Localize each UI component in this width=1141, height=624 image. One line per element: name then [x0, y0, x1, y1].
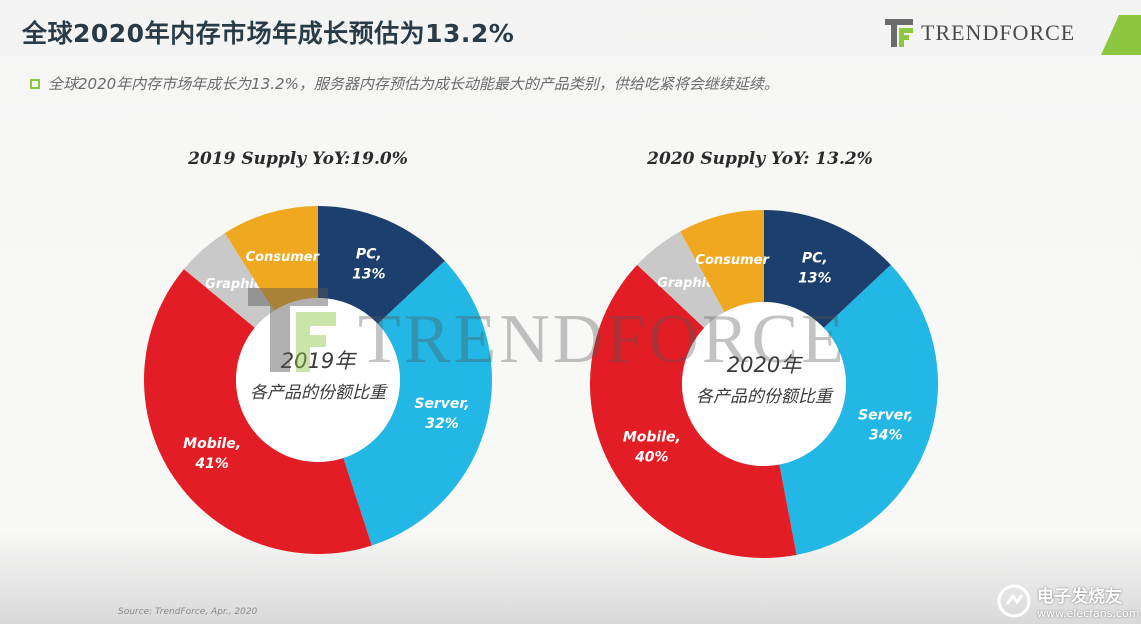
- slice-mobile-2020: [590, 264, 797, 558]
- trendforce-logo-icon: [885, 19, 913, 47]
- green-corner-decoration: [1101, 15, 1141, 55]
- elecfans-brand: 电子发烧友 www.elecfans.com: [997, 582, 1139, 620]
- slice-label-mobile: Mobile,: [183, 436, 241, 452]
- center-sub-label: 各产品的份额比重: [250, 383, 388, 403]
- bullet-icon: [30, 78, 40, 89]
- slice-consumer-2020: [680, 210, 764, 313]
- slice-mobile-2019: [144, 269, 372, 554]
- slice-label-graphic: Graphic: [657, 276, 714, 291]
- slice-label-graphic: Graphic: [205, 277, 262, 292]
- slice-value-mobile: 41%: [194, 456, 229, 472]
- center-sub-label: 各产品的份额比重: [696, 387, 834, 407]
- subtitle: 全球2020年内存市场年成长为13.2%，服务器内存预估为成长动能最大的产品类别…: [30, 73, 779, 94]
- donut-center: [682, 302, 846, 466]
- slice-label-pc: PC,: [802, 251, 828, 267]
- center-year-label: 2020年: [727, 353, 803, 377]
- donut-center: [236, 298, 400, 462]
- slice-value-server: 32%: [425, 416, 459, 432]
- slice-label-consumer: Consumer: [695, 253, 770, 268]
- slice-value-pc: 13%: [798, 271, 832, 287]
- slice-value-mobile: 40%: [634, 450, 669, 466]
- slice-label-pc: PC,: [356, 247, 382, 263]
- source-note: Source: TrendForce, Apr., 2020: [118, 607, 258, 617]
- chart-title-2020: 2020 Supply YoY: 13.2%: [647, 149, 873, 169]
- trendforce-logo: TRENDFORCE: [885, 18, 1075, 48]
- elecfans-name: 电子发烧友: [1037, 587, 1122, 607]
- slice-value-server: 34%: [869, 428, 903, 444]
- slice-pc-2019: [318, 206, 445, 324]
- slice-graphic-2020: [637, 231, 725, 328]
- elecfans-logo-icon: [997, 584, 1031, 618]
- slice-label-server: Server,: [414, 396, 469, 412]
- page-title: 全球2020年内存市场年成长预估为13.2%: [22, 19, 515, 48]
- slice-consumer-2019: [224, 206, 318, 311]
- center-year-label: 2019年: [281, 349, 357, 373]
- slice-server-2019: [343, 260, 492, 546]
- slice-pc-2020: [764, 210, 891, 328]
- slice-value-pc: 13%: [352, 267, 386, 283]
- slice-label-server: Server,: [858, 408, 913, 424]
- logo-text: TRENDFORCE: [921, 20, 1076, 45]
- subtitle-text: 全球2020年内存市场年成长为13.2%，服务器内存预估为成长动能最大的产品类别…: [48, 75, 779, 93]
- slice-label-mobile: Mobile,: [623, 430, 681, 446]
- slice-server-2020: [779, 264, 938, 555]
- slice-label-consumer: Consumer: [246, 250, 321, 265]
- elecfans-url: www.elecfans.com: [1037, 607, 1140, 620]
- slice-graphic-2019: [183, 233, 275, 328]
- chart-title-2019: 2019 Supply YoY:19.0%: [188, 149, 408, 169]
